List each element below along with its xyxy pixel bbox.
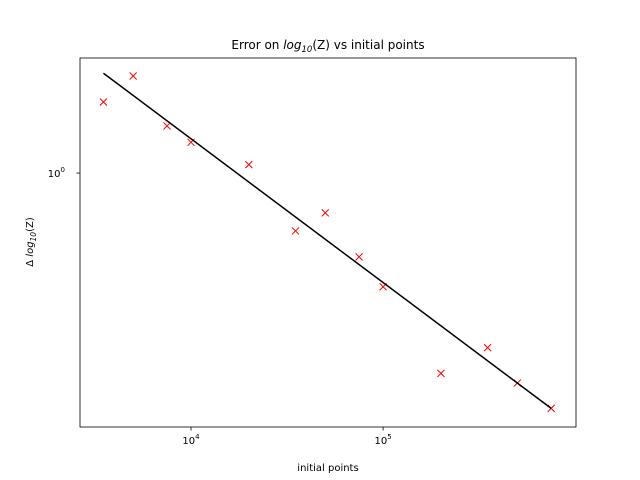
marker xyxy=(483,343,492,352)
x-tick-label: 105 xyxy=(374,433,391,447)
chart-title: Error on log10(Z) vs initial points xyxy=(231,38,424,55)
marker xyxy=(244,160,253,169)
title-text: Error on xyxy=(231,38,283,52)
fit-line xyxy=(102,72,552,409)
y-label-text: (Z) xyxy=(25,217,36,232)
title-text: (Z) vs initial points xyxy=(312,38,424,52)
marker xyxy=(99,98,108,106)
x-tick-label: 104 xyxy=(182,433,200,447)
marker xyxy=(437,369,445,378)
x-tick-base: 10 xyxy=(374,436,387,447)
y-label-text: Δ xyxy=(25,257,36,267)
title-math: log xyxy=(283,38,302,52)
marker xyxy=(355,253,363,261)
marker xyxy=(129,72,138,80)
x-tick-exponent: 4 xyxy=(195,433,200,441)
marker xyxy=(291,227,300,235)
title-subscript: 10 xyxy=(302,45,313,55)
y-axis-label: Δ log10(Z) xyxy=(25,217,38,267)
x-tick-exponent: 5 xyxy=(387,433,391,441)
y-tick-exponent: 0 xyxy=(61,166,65,174)
plot-frame xyxy=(79,57,577,428)
marker xyxy=(163,122,171,130)
y-tick-base: 10 xyxy=(48,169,61,180)
y-label-math: log xyxy=(25,241,36,256)
y-label-subscript: 10 xyxy=(29,232,38,242)
y-tick-label: 100 xyxy=(48,166,65,180)
x-tick-base: 10 xyxy=(182,436,195,447)
x-axis-label: initial points xyxy=(297,463,358,474)
marker xyxy=(321,209,330,217)
